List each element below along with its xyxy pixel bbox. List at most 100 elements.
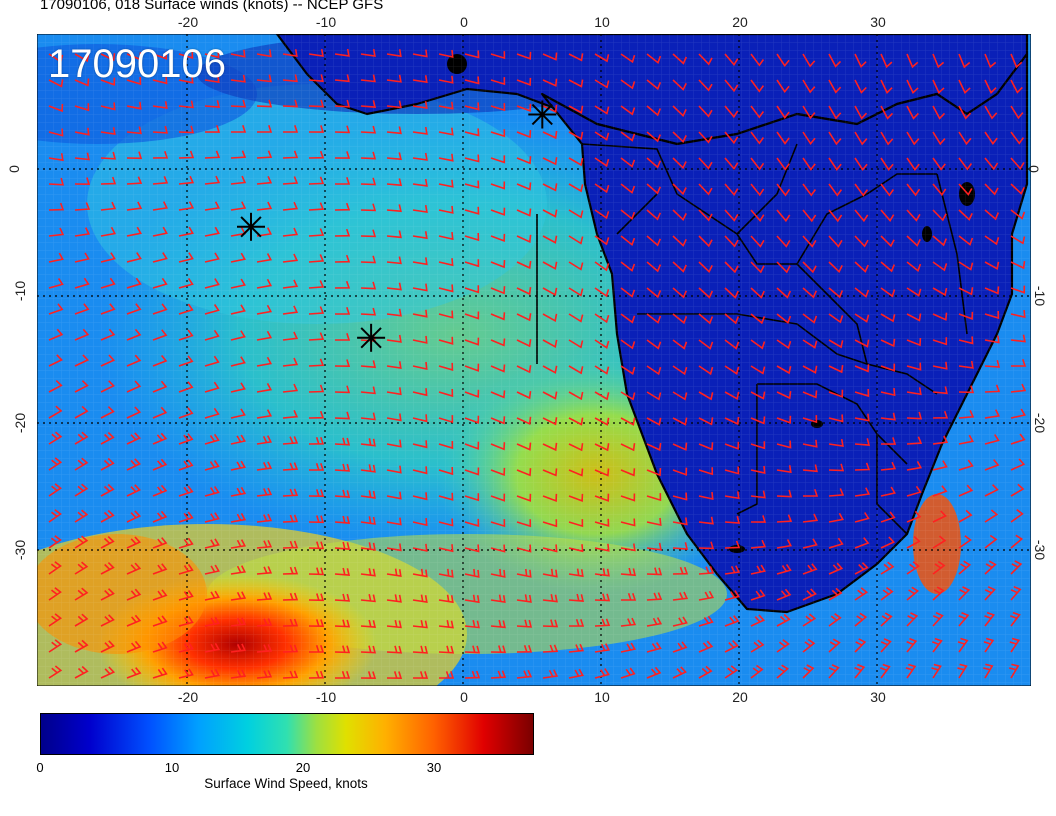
wind-barb [958,409,975,419]
wind-barb [672,591,689,601]
wind-barb [932,611,944,627]
wind-barb [490,312,506,321]
wind-barb [828,131,842,146]
wind-barb [698,339,714,350]
wind-barb [308,150,325,159]
wind-barb [386,671,403,680]
wind-barb [204,355,220,367]
wind-barb [490,670,507,679]
wind-barb [1010,157,1025,170]
wind-barb [74,405,89,419]
wind-barb [230,486,247,497]
wind-barb [360,203,377,212]
wind-barb [48,177,65,186]
wind-barb [594,365,610,375]
wind-barb [438,179,454,188]
wind-barb [48,303,64,315]
wind-barb [828,261,843,274]
wind-barb [932,235,948,247]
wind-barb [750,183,765,197]
wind-barb [334,307,351,315]
wind-barb [178,407,194,419]
wind-barb [256,99,273,108]
wind-barb [568,619,585,627]
wind-barb [1010,458,1026,471]
wind-barb [178,355,194,367]
wind-barb [308,410,325,419]
wind-barb [48,561,62,575]
wind-barb [178,329,194,341]
wind-barb [802,439,818,448]
wind-barb [802,588,817,601]
wind-barb [854,183,869,197]
wind-map-canvas [37,34,1031,686]
wind-barb [256,644,273,653]
wind-barb [516,77,532,87]
wind-barb [698,261,713,274]
wind-barb [178,668,194,679]
asterisk-marker [237,212,265,241]
wind-barb [126,562,142,575]
wind-barb [620,567,637,577]
lon-tick-bottom: 0 [460,689,468,705]
wind-barb [152,432,168,445]
wind-map [37,34,1031,686]
wind-barb [438,310,454,319]
wind-barb [490,493,506,502]
wind-barb [932,79,945,95]
wind-barb [490,77,506,86]
wind-barb [802,339,818,349]
wind-barb [204,329,220,341]
wind-barb [750,465,766,475]
wind-barb [983,663,994,679]
colorbar [40,713,534,755]
wind-barb [906,209,921,222]
wind-barb [126,176,143,185]
wind-barb [880,486,896,497]
wind-barb [568,519,584,528]
wind-barb [568,643,585,653]
wind-barb [516,390,532,400]
wind-barb [932,586,945,601]
wind-barb [230,434,246,445]
wind-barb [178,50,194,59]
wind-barb [74,354,90,367]
wind-barb [464,518,480,527]
wind-barb [724,516,741,524]
wind-barb [802,183,817,197]
wind-barb [230,513,247,523]
wind-barb [204,100,221,108]
wind-barb [594,493,610,502]
wind-barb [854,131,868,146]
wind-barb [646,542,662,551]
wind-barb [256,539,273,549]
wind-barb [48,639,63,653]
wind-barb [74,561,89,575]
wind-barb [542,261,558,270]
wind-barb [100,201,117,211]
wind-barb [802,365,818,374]
wind-barb [464,568,480,578]
wind-barb [594,417,610,426]
wind-barb [282,566,299,575]
wind-barb [100,252,116,263]
wind-barb [282,279,299,289]
wind-barb [750,339,766,350]
wind-barb [334,515,351,524]
wind-barb [412,231,428,240]
wind-barb [412,101,428,110]
wind-barb [776,287,792,299]
wind-barb [906,131,920,146]
wind-barb [1009,663,1020,679]
lon-tick-top: 20 [732,14,748,30]
wind-barb [620,417,636,426]
wind-barb [204,201,221,211]
wind-barb [334,489,351,498]
wind-barb [646,313,662,324]
wind-barb [386,204,402,213]
wind-barb [828,105,842,120]
wind-barb [126,432,141,445]
wind-barb [958,360,974,369]
wind-barb [256,125,273,133]
wind-barb [880,461,897,471]
